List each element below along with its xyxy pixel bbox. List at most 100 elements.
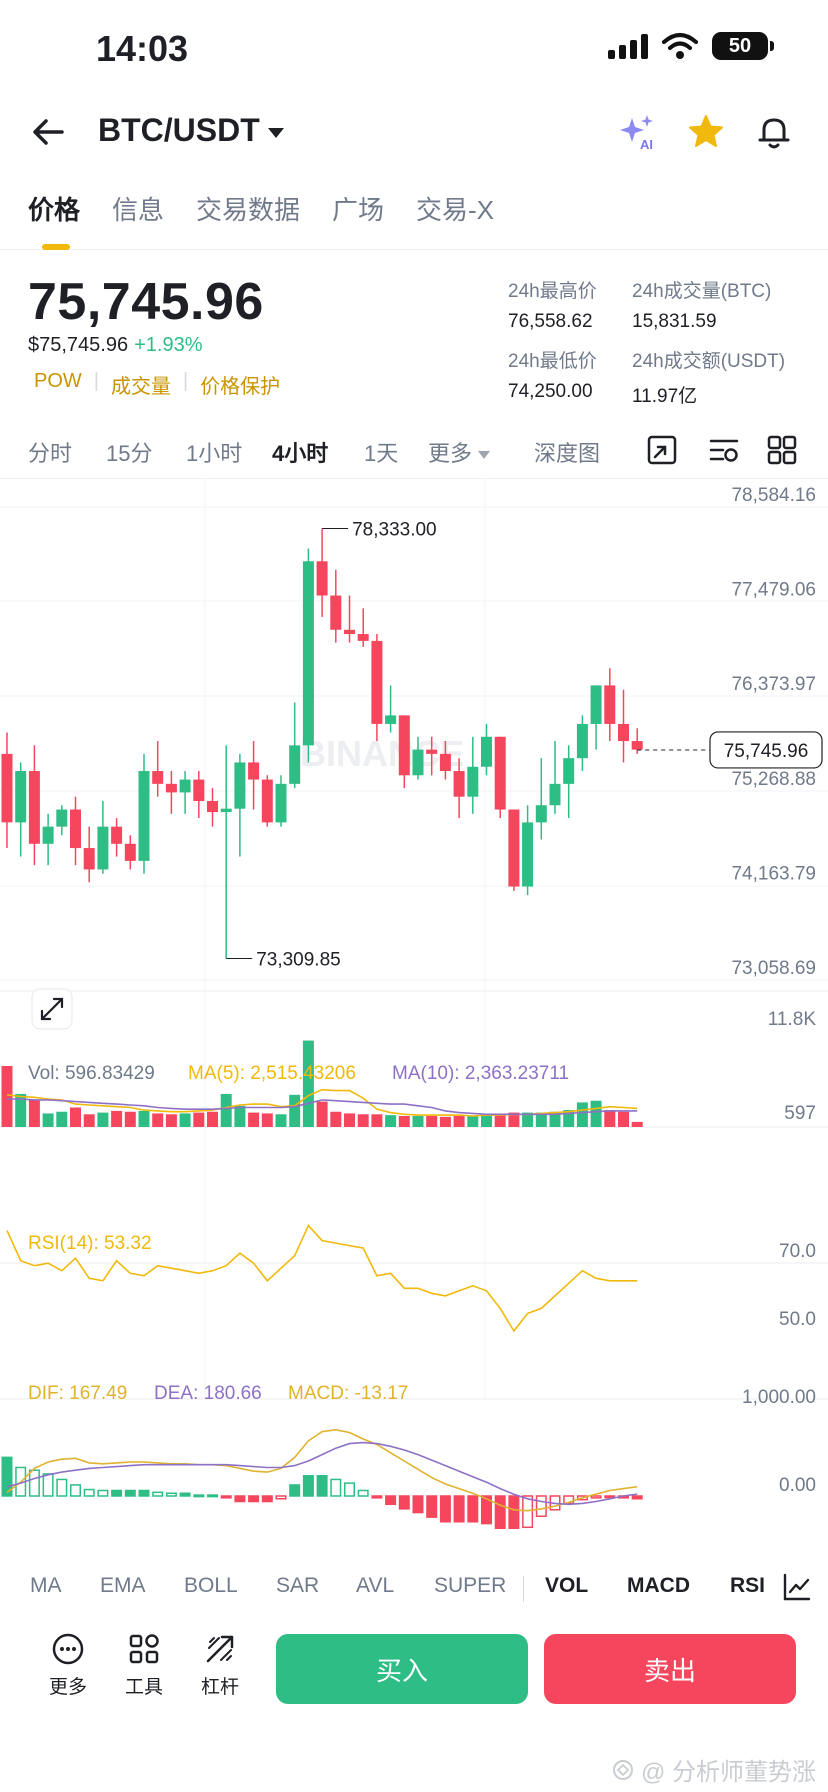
buy-button[interactable]: 买入 (276, 1634, 528, 1704)
interval-4h[interactable]: 4小时 (272, 441, 329, 466)
volume-bar (124, 1111, 136, 1127)
candle-body (70, 809, 81, 849)
volume-ma5-label: MA(5): 2,515.43206 (188, 1063, 356, 1084)
chevron-down-icon (478, 451, 491, 460)
interval-time-sharing[interactable]: 分时 (28, 441, 73, 466)
status-bar: 14:03 50 (0, 0, 828, 96)
sell-button[interactable]: 卖出 (544, 1634, 796, 1704)
indicator-ema[interactable]: EMA (100, 1574, 146, 1597)
chart-expand-icon[interactable] (644, 432, 680, 468)
tab-trading-data[interactable]: 交易数据 (196, 195, 301, 225)
chart-area[interactable]: BINANCE 78,584.16 77,479.06 76,373.97 75,26… (0, 478, 828, 1554)
star-favorite-icon[interactable] (686, 112, 726, 152)
interval-more-label: 更多 (428, 441, 473, 466)
wifi-icon (662, 33, 698, 59)
last-price: 75,745.96 (28, 273, 264, 331)
tab-trade-x[interactable]: 交易-X (416, 195, 495, 225)
indicator-ma[interactable]: MA (30, 1574, 62, 1597)
stat-high-label: 24h最高价 (508, 281, 597, 302)
leverage-button[interactable]: 杠杆 (190, 1632, 250, 1699)
pair-selector[interactable]: BTC/USDT (98, 112, 284, 149)
macd-histogram-bar (42, 1473, 54, 1497)
candle-body (42, 826, 54, 844)
macd-histogram-bar (316, 1475, 328, 1497)
interval-1h[interactable]: 1小时 (186, 441, 243, 466)
indicator-avl[interactable]: AVL (356, 1574, 395, 1597)
expand-chart-button[interactable] (31, 988, 73, 1030)
candle-body (83, 848, 95, 870)
volume-bar (179, 1113, 191, 1127)
tag-volume[interactable]: 成交量 (110, 376, 171, 398)
ai-sparkle-icon[interactable]: AI (618, 112, 658, 152)
macd-histogram-bar (522, 1495, 534, 1529)
macd-histogram-bar (481, 1495, 492, 1525)
candle-body (481, 736, 492, 767)
macd-histogram-bar (220, 1495, 232, 1499)
tab-price[interactable]: 价格 (28, 195, 81, 225)
candle-body (426, 749, 438, 754)
interval-bar: 分时 15分 1小时 4小时 1天 更多 深度图 (0, 432, 828, 476)
stat-volume-usdt-label: 24h成交额(USDT) (632, 351, 786, 372)
interval-15m[interactable]: 15分 (106, 441, 153, 466)
status-time: 14:03 (96, 28, 189, 69)
candle-body (302, 561, 314, 746)
volume-bar (398, 1115, 410, 1127)
volume-bar (56, 1111, 68, 1127)
candle-body (618, 723, 629, 742)
macd-histogram-bar (604, 1495, 616, 1499)
candle-body (357, 634, 369, 641)
interval-more[interactable]: 更多 (428, 436, 491, 468)
tag-price-protection[interactable]: 价格保护 (200, 376, 281, 398)
candle-body (275, 783, 287, 823)
binance-watermark: BINANCE (300, 733, 464, 774)
tab-square[interactable]: 广场 (332, 195, 385, 225)
macd-histogram-bar (248, 1495, 260, 1503)
indicator-chart-icon[interactable] (782, 1572, 812, 1602)
macd-dea-label: DEA: 180.66 (154, 1383, 262, 1404)
cellular-signal-icon (608, 33, 648, 59)
candle-body (522, 822, 534, 887)
tab-info[interactable]: 信息 (112, 195, 165, 225)
interval-1d[interactable]: 1天 (364, 441, 399, 466)
svg-text:AI: AI (640, 137, 653, 152)
grid-layout-icon[interactable] (764, 432, 800, 468)
bell-icon[interactable] (754, 112, 794, 152)
indicator-rsi[interactable]: RSI (730, 1574, 766, 1597)
watermark-logo-icon (612, 1759, 633, 1780)
indicator-super[interactable]: SUPER (434, 1574, 507, 1597)
volume-bar (234, 1105, 246, 1127)
macd-histogram-bar (275, 1495, 287, 1500)
candle-body (604, 685, 616, 724)
more-button[interactable]: 更多 (38, 1632, 98, 1699)
tools-button[interactable]: 工具 (114, 1632, 174, 1699)
volume-bar (70, 1107, 81, 1127)
macd-histogram-bar (344, 1482, 355, 1497)
candle-body (549, 783, 561, 806)
candle-body (207, 800, 218, 813)
macd-histogram-bar (357, 1489, 369, 1497)
volume-bar (576, 1102, 588, 1127)
rsi-axis-label: 70.0 (779, 1241, 816, 1262)
candle-body (234, 762, 246, 809)
indicator-macd[interactable]: MACD (627, 1574, 690, 1597)
more-label: 更多 (48, 1677, 87, 1698)
indicator-vol[interactable]: VOL (545, 1574, 589, 1597)
volume-bar (549, 1111, 561, 1127)
indicator-sar[interactable]: SAR (276, 1574, 320, 1597)
volume-bar (248, 1112, 260, 1127)
volume-bar (28, 1099, 40, 1127)
stat-volume-btc: 24h成交量(BTC) 15,831.59 (632, 276, 771, 333)
macd-histogram-bar (398, 1495, 410, 1510)
price-axis-label: 75,268.88 (731, 769, 816, 790)
interval-depth-chart[interactable]: 深度图 (534, 441, 601, 466)
indicator-boll[interactable]: BOLL (184, 1574, 238, 1597)
tag-pow[interactable]: POW (34, 370, 82, 392)
volume-bar (111, 1110, 123, 1127)
candle-body (316, 561, 328, 596)
kline-chart[interactable]: BINANCE 78,584.16 77,479.06 76,373.97 75,26… (0, 479, 828, 1554)
tools-label: 工具 (124, 1677, 163, 1698)
macd-dea-line (6, 1441, 638, 1506)
macd-dif-line (6, 1428, 638, 1512)
back-arrow-icon[interactable] (28, 112, 68, 152)
indicator-settings-icon[interactable] (706, 432, 742, 468)
